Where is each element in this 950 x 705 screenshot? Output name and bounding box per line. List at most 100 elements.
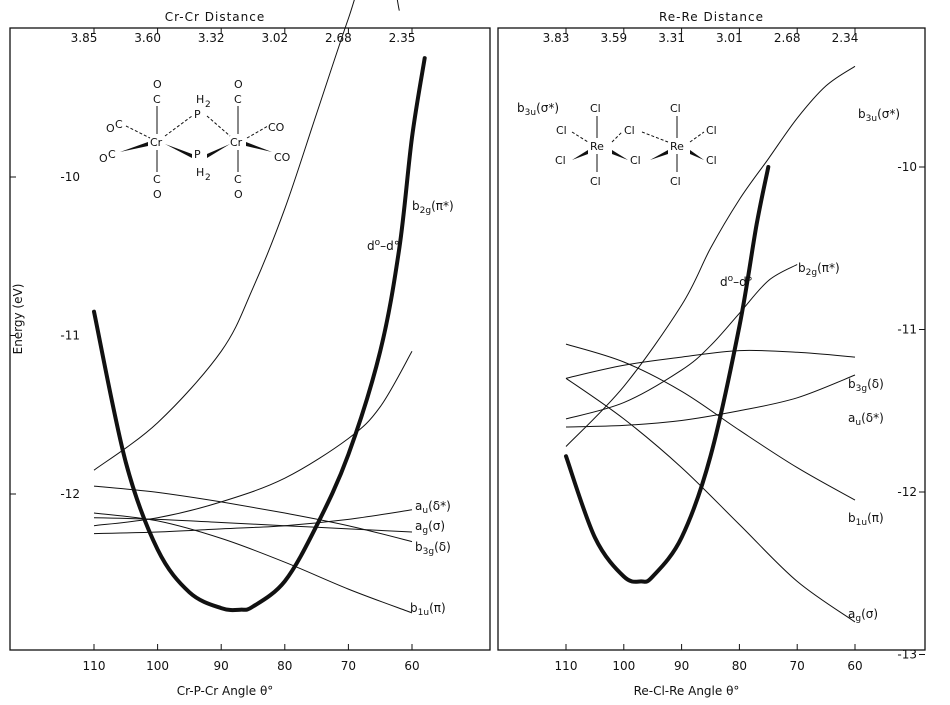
carbon-atom: C <box>234 93 242 106</box>
series-label-main: b <box>798 261 806 275</box>
oxygen-atom: O <box>153 78 162 91</box>
left-series-line <box>93 485 413 543</box>
series-label-main: b <box>848 511 856 525</box>
series-label-tail: (δ*) <box>861 411 884 425</box>
oxygen-atom: O <box>234 78 243 91</box>
right-molecule-structure: Re Re Cl Cl Cl Cl Cl Cl Cl Cl Cl Cl <box>555 102 717 188</box>
series-label-main: b <box>410 601 418 615</box>
left-series-label: b3g(δ) <box>415 540 451 557</box>
series-label-main: a <box>415 499 422 513</box>
chloride-ligand: Cl <box>590 102 601 115</box>
right-x-tick-label: 80 <box>732 659 747 673</box>
series-label-tail: (δ*) <box>428 499 451 513</box>
carbon-atom: C <box>108 148 116 161</box>
metal-atom: Re <box>670 140 684 153</box>
series-label-main: b <box>415 540 423 554</box>
carbon-atom: C <box>234 173 242 186</box>
bridge-hydrogen-count: 2 <box>205 173 211 183</box>
series-label-tail: (σ*) <box>877 107 900 121</box>
metal-atom: Cr <box>150 136 163 149</box>
series-label-tail: (δ) <box>434 540 451 554</box>
left-panel: Cr-Cr Distance 3.85 3.60 3.32 3.02 2.68 2.35 11… <box>9 0 559 698</box>
series-label-tail: –d° <box>733 275 753 289</box>
bond <box>611 131 623 143</box>
left-x-tick-label: 110 <box>83 659 106 673</box>
left-x-tick-label: 80 <box>277 659 292 673</box>
right-series-line <box>565 343 856 501</box>
right-plot-frame <box>497 27 926 651</box>
left-series-line <box>93 0 400 471</box>
right-x-axis-label: Re-Cl-Re Angle θ° <box>634 684 740 698</box>
bond <box>164 115 193 137</box>
wedge-bond <box>165 144 192 158</box>
bond <box>571 131 589 143</box>
right-series-line <box>565 377 856 623</box>
left-x-axis-label: Cr-P-Cr Angle θ° <box>177 684 274 698</box>
right-series-label: b3g(δ) <box>848 377 884 394</box>
right-top-tick-label: 2.34 <box>832 31 859 45</box>
left-x-tick-label: 90 <box>214 659 229 673</box>
left-x-tick-label: 60 <box>404 659 419 673</box>
right-series-label: b3u(σ*) <box>858 107 900 124</box>
chloride-ligand: Cl <box>670 102 681 115</box>
left-top-axis-title: Cr-Cr Distance <box>165 10 265 24</box>
series-label-main: a <box>848 411 855 425</box>
left-series-label: b2g(π*) <box>412 199 454 216</box>
left-top-tick-label: 3.32 <box>198 31 225 45</box>
left-series-line <box>93 351 413 527</box>
oxygen-atom: O <box>153 188 162 201</box>
left-y-tick-label: -12 <box>60 487 80 501</box>
series-label-sub: 2g <box>420 206 431 216</box>
wedge-bond <box>120 142 148 152</box>
oxygen-atom: O <box>99 152 108 165</box>
series-label-sub: o <box>375 238 381 248</box>
left-y-tick-label: -10 <box>60 170 80 184</box>
left-top-tick-label: 3.60 <box>134 31 161 45</box>
right-x-tick-label: 90 <box>674 659 689 673</box>
series-label-sub: g <box>855 614 861 624</box>
left-top-tick-label: 3.85 <box>71 31 98 45</box>
bridge-hydrogen-count: 2 <box>205 100 211 110</box>
right-series-label: b2g(π*) <box>798 261 840 278</box>
series-label-tail: (σ) <box>861 607 878 621</box>
series-label-tail: (π*) <box>817 261 840 275</box>
bond <box>125 125 151 139</box>
wedge-bond <box>207 144 230 158</box>
right-series-label: ag(σ) <box>848 607 878 624</box>
left-series-label: b3u(σ*) <box>517 101 559 118</box>
right-series-line <box>565 374 856 428</box>
bond <box>206 115 231 137</box>
wedge-bond <box>246 142 272 152</box>
right-y-tick-label: -11 <box>897 323 917 337</box>
series-label-tail: (δ) <box>867 377 884 391</box>
series-label-tail: –d° <box>380 239 400 253</box>
left-top-tick-label: 2.35 <box>389 31 416 45</box>
chloride-ligand: Cl <box>555 154 566 167</box>
right-series-line <box>565 349 856 379</box>
right-series-label: do–d° <box>720 274 753 289</box>
series-label-main: a <box>415 519 422 533</box>
bond <box>246 125 269 139</box>
right-x-tick-label: 70 <box>790 659 805 673</box>
series-label-sub: o <box>728 274 734 284</box>
right-y-tick-label: -12 <box>897 485 917 499</box>
chloride-ligand: Cl <box>706 124 717 137</box>
series-label-sub: 3g <box>856 384 867 394</box>
bridge-atom: Cl <box>630 154 641 167</box>
carbon-atom: C <box>153 173 161 186</box>
left-series-line <box>93 509 413 535</box>
series-label-tail: (σ) <box>428 519 445 533</box>
right-x-tick-label: 100 <box>612 659 635 673</box>
left-x-tick-label: 70 <box>341 659 356 673</box>
metal-atom: Cr <box>230 136 243 149</box>
series-label-tail: (π*) <box>431 199 454 213</box>
series-label-sub: g <box>422 526 428 536</box>
left-series-label: au(δ*) <box>415 499 451 516</box>
bridge-hydrogen: H <box>196 166 204 179</box>
bond <box>641 131 669 143</box>
series-label-tail: (π) <box>429 601 446 615</box>
left-x-tick-label: 100 <box>146 659 169 673</box>
series-label-main: b <box>412 199 420 213</box>
right-top-axis-title: Re-Re Distance <box>659 10 764 24</box>
